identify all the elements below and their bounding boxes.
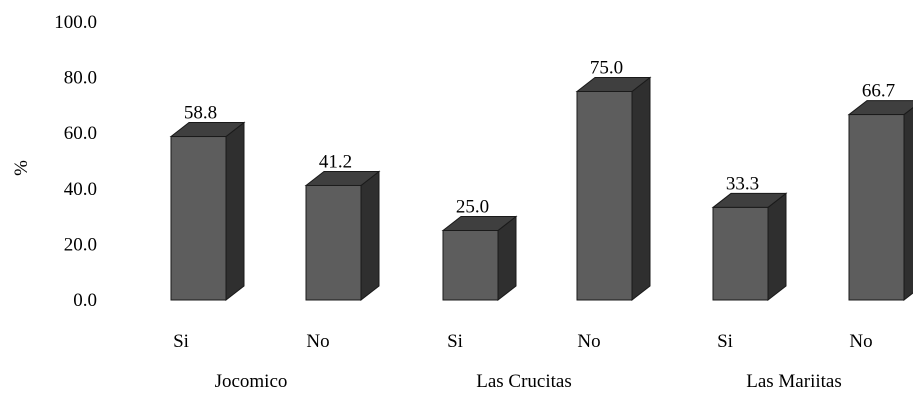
y-tick-label: 20.0	[64, 234, 97, 255]
y-tick-label: 100.0	[54, 12, 97, 33]
y-axis-ticks: 0.0 20.0 40.0 60.0 80.0 100.0	[54, 12, 97, 311]
bar-top	[847, 100, 913, 116]
group-label: Las Mariitas	[746, 371, 842, 392]
data-label: 25.0	[456, 197, 489, 218]
bar-front	[305, 184, 362, 301]
group-label: Las Crucitas	[476, 371, 572, 392]
bar-front	[712, 206, 769, 301]
bar-side	[225, 121, 245, 302]
bar: 41.2	[304, 151, 381, 302]
y-tick-label: 40.0	[64, 179, 97, 200]
group-label: Jocomico	[215, 371, 288, 392]
bar-front	[442, 230, 499, 301]
bar-side	[767, 192, 787, 302]
bar: 33.3	[711, 173, 788, 302]
y-tick-label: 80.0	[64, 68, 97, 89]
bar: 66.7	[847, 81, 913, 302]
x-tick-label: Si	[447, 331, 463, 352]
bar: 25.0	[441, 197, 518, 302]
data-label: 58.8	[184, 103, 217, 124]
y-tick-label: 0.0	[73, 290, 97, 311]
data-label: 41.2	[319, 151, 352, 172]
bar-side	[360, 170, 380, 302]
data-label: 66.7	[862, 81, 895, 102]
x-tick-label: Si	[717, 331, 733, 352]
x-tick-label: No	[306, 331, 329, 352]
bar: 58.8	[169, 103, 246, 302]
x-tick-label: No	[577, 331, 600, 352]
bars-layer: 58.8 41.2 25.0 75.0 33.3 66.7	[169, 58, 913, 302]
y-tick-label: 60.0	[64, 123, 97, 144]
x-tick-label: Si	[173, 331, 189, 352]
bar-front	[848, 114, 905, 301]
y-axis-label: %	[11, 160, 32, 176]
bar-side	[631, 76, 651, 302]
bar-side	[903, 106, 913, 302]
bar-front	[170, 136, 227, 301]
data-label: 75.0	[590, 58, 623, 79]
x-tick-label: No	[849, 331, 872, 352]
bar: 75.0	[575, 58, 652, 302]
data-label: 33.3	[726, 173, 759, 194]
group-labels: Jocomico Las Crucitas Las Mariitas	[215, 371, 842, 392]
category-labels: Si No Si No Si No	[173, 331, 873, 352]
bar-front	[576, 91, 633, 301]
